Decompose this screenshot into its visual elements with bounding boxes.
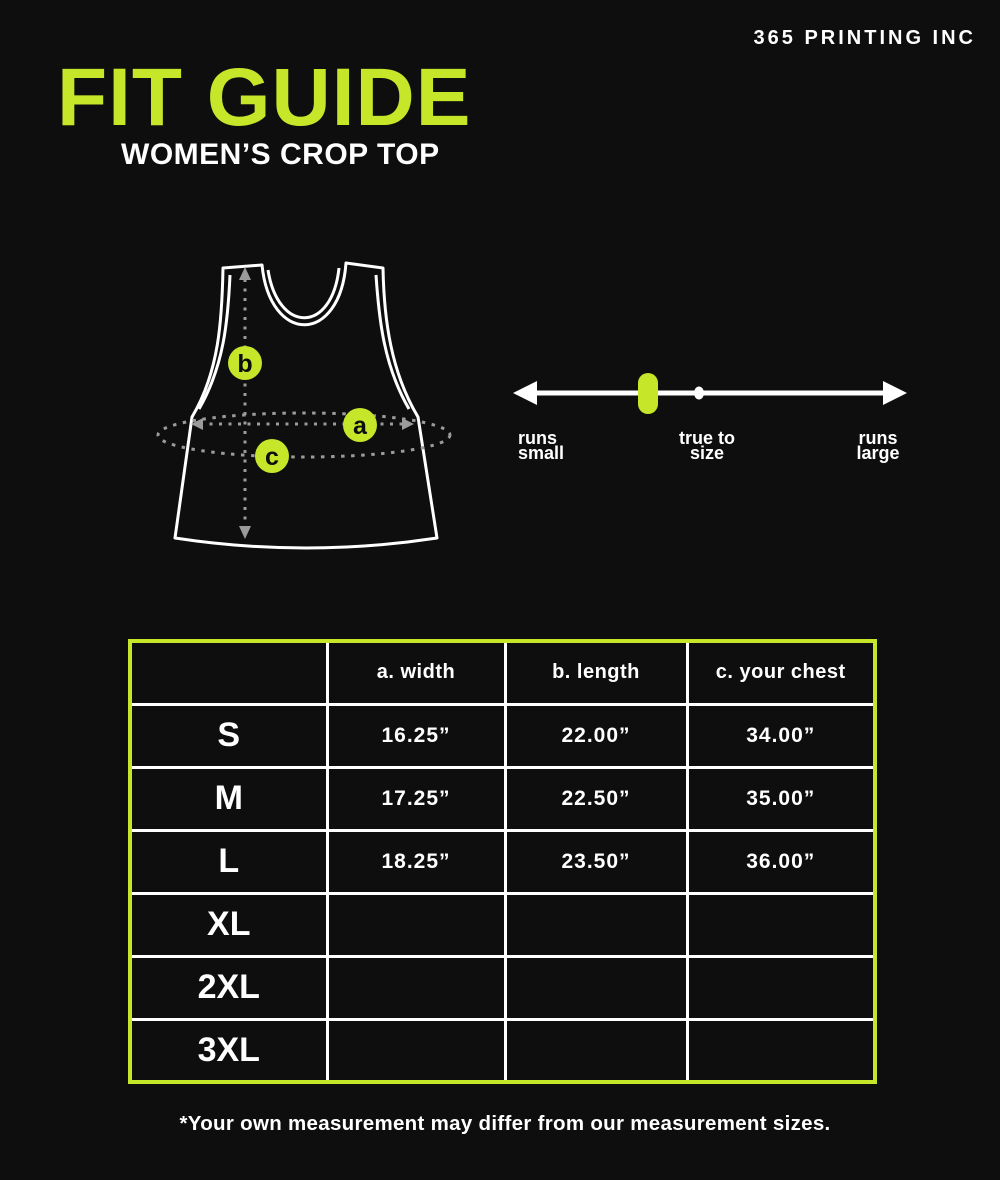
chest-value [685,891,877,958]
size-label: XL [128,891,329,958]
table-row-l: L 18.25” 23.50” 36.00” [128,828,877,895]
width-value [325,1017,507,1084]
marker-letter-c: c [265,443,279,471]
size-label: S [128,702,329,769]
length-arrow-down-icon [239,526,251,539]
length-value [503,1017,689,1084]
marker-letter-a: a [353,412,368,440]
length-value: 22.00” [503,702,689,769]
fit-scale-center-dot [694,386,704,400]
page-title: FIT GUIDE [57,52,472,143]
marker-circle-c [255,439,289,473]
header-cell-empty [128,639,329,706]
chest-value [685,954,877,1021]
width-value: 16.25” [325,702,507,769]
length-value [503,891,689,958]
length-value: 23.50” [503,828,689,895]
size-table-header-row: a. width b. length c. your chest [128,639,877,706]
right-armhole-line [374,274,411,410]
size-label: L [128,828,329,895]
fit-scale-marker [638,373,658,414]
table-row-xl: XL [128,891,877,958]
header-cell-length: b. length [503,639,689,706]
width-value: 18.25” [325,828,507,895]
header-cell-chest: c. your chest [685,639,877,706]
chest-value: 36.00” [685,828,877,895]
tank-top-outline [173,261,439,550]
fit-scale-label-runs-small: runs small [518,428,565,463]
page-subtitle: WOMEN’S CROP TOP [121,138,440,171]
brand-name: 365 PRINTING INC [753,27,976,49]
width-value [325,891,507,958]
marker-circle-b [228,346,262,380]
measurement-disclaimer: *Your own measurement may differ from ou… [179,1112,831,1135]
fit-scale [513,373,907,414]
marker-circle-a [343,408,377,442]
width-arrow-left-icon [191,418,203,430]
size-label: 2XL [128,954,329,1021]
length-value: 22.50” [503,765,689,832]
marker-letter-b: b [237,350,252,378]
table-row-s: S 16.25” 22.00” 34.00” [128,702,877,769]
length-value [503,954,689,1021]
left-armhole-line [197,274,232,410]
fit-scale-label-runs-large: runs large [856,428,900,463]
size-label: 3XL [128,1017,329,1084]
fit-scale-arrow-left-icon [513,381,537,405]
collar-band-line [266,267,341,320]
crop-top-diagram: b a c [156,261,452,550]
chest-value [685,1017,877,1084]
table-row-3xl: 3XL [128,1017,877,1084]
fit-scale-label-true-to-size: true to size [679,428,735,463]
width-value [325,954,507,1021]
chest-measure-ellipse [156,411,452,459]
header-cell-width: a. width [325,639,507,706]
length-arrow-up-icon [239,267,251,280]
width-value: 17.25” [325,765,507,832]
table-row-m: M 17.25” 22.50” 35.00” [128,765,877,832]
table-row-2xl: 2XL [128,954,877,1021]
width-arrow-right-icon [402,418,414,430]
size-table: a. width b. length c. your chest S 16.25… [128,639,877,1084]
fit-scale-arrow-right-icon [883,381,907,405]
chest-value: 34.00” [685,702,877,769]
size-label: M [128,765,329,832]
chest-value: 35.00” [685,765,877,832]
